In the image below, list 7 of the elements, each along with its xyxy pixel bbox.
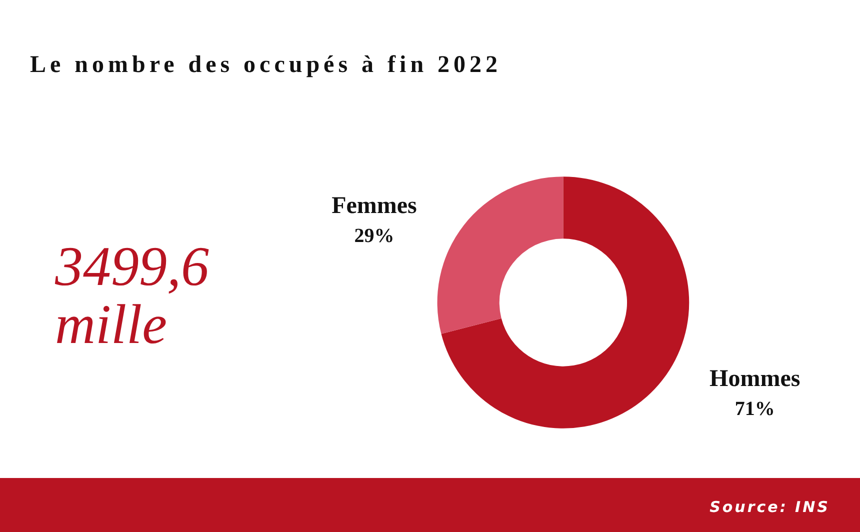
source-note: Source: INS <box>710 498 830 516</box>
slice-label: Hommes <box>710 366 800 392</box>
slice-label: Femmes <box>332 193 417 220</box>
data-label: 71% <box>734 398 775 420</box>
chart-title: Le nombre des occupés à fin 2022 <box>30 52 502 79</box>
text: 3499,6 mille <box>55 236 210 356</box>
data-label: 29% <box>354 225 394 248</box>
